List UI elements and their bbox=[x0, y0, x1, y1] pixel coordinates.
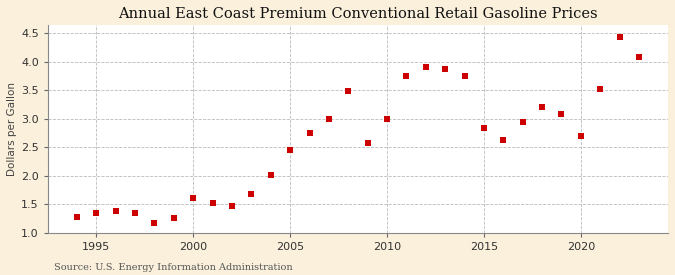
Point bbox=[537, 105, 547, 109]
Point bbox=[323, 117, 334, 121]
Point bbox=[72, 215, 82, 219]
Y-axis label: Dollars per Gallon: Dollars per Gallon bbox=[7, 82, 17, 176]
Point bbox=[207, 201, 218, 205]
Point bbox=[634, 54, 645, 59]
Point bbox=[304, 131, 315, 135]
Point bbox=[421, 65, 431, 69]
Point bbox=[381, 117, 392, 121]
Point bbox=[614, 35, 625, 39]
Text: Source: U.S. Energy Information Administration: Source: U.S. Energy Information Administ… bbox=[54, 263, 293, 272]
Point bbox=[479, 126, 489, 131]
Point bbox=[130, 210, 140, 215]
Point bbox=[362, 141, 373, 145]
Point bbox=[246, 192, 256, 197]
Point bbox=[188, 196, 198, 200]
Point bbox=[110, 209, 121, 213]
Point bbox=[401, 73, 412, 78]
Point bbox=[149, 221, 160, 226]
Point bbox=[498, 138, 509, 142]
Point bbox=[91, 210, 102, 215]
Point bbox=[265, 172, 276, 177]
Point bbox=[440, 67, 451, 72]
Point bbox=[459, 73, 470, 78]
Point bbox=[556, 112, 567, 116]
Title: Annual East Coast Premium Conventional Retail Gasoline Prices: Annual East Coast Premium Conventional R… bbox=[118, 7, 598, 21]
Point bbox=[517, 119, 528, 124]
Point bbox=[576, 134, 587, 138]
Point bbox=[227, 204, 238, 208]
Point bbox=[285, 148, 296, 152]
Point bbox=[595, 87, 605, 91]
Point bbox=[169, 216, 180, 221]
Point bbox=[343, 89, 354, 93]
